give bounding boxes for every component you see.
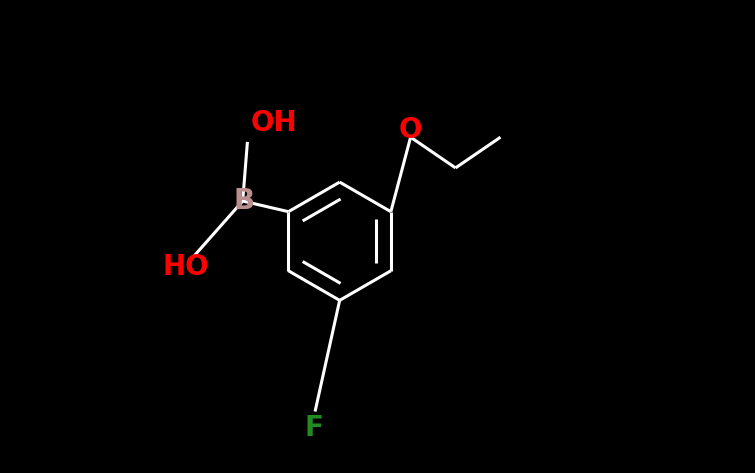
Text: OH: OH [251, 109, 297, 137]
Text: HO: HO [162, 253, 209, 281]
Text: F: F [304, 414, 323, 442]
Text: B: B [233, 187, 254, 215]
Text: O: O [399, 116, 422, 144]
